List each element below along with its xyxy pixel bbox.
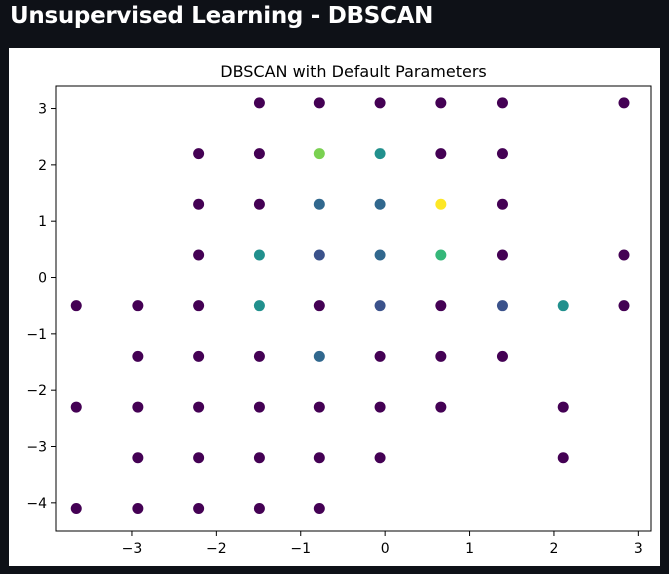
data-point: [193, 350, 205, 362]
data-point: [313, 502, 325, 514]
y-tick-label: −3: [26, 440, 47, 456]
y-tick-label: 3: [38, 102, 47, 118]
data-point: [618, 97, 630, 109]
data-point: [313, 249, 325, 261]
data-point: [132, 401, 144, 413]
ticks-layer: −3 −2 −1 0 1 2 3 3 2 1 0 −1 −2 −3 −4: [26, 102, 642, 557]
data-point: [193, 300, 205, 312]
data-point: [313, 300, 325, 312]
x-tick-label: 2: [549, 541, 558, 557]
data-point: [374, 401, 386, 413]
data-point: [193, 249, 205, 261]
data-point: [435, 350, 447, 362]
data-point: [618, 300, 630, 312]
data-point: [253, 452, 265, 464]
data-point: [496, 198, 508, 210]
data-point: [557, 452, 569, 464]
data-point: [70, 401, 82, 413]
axes-frame: [55, 85, 652, 532]
data-point: [374, 452, 386, 464]
data-point: [374, 249, 386, 261]
data-point: [435, 148, 447, 160]
scatter-chart: DBSCAN with Default Parameters −3 −2 −1 0 1 2…: [26, 62, 652, 557]
data-point: [253, 148, 265, 160]
data-point: [313, 148, 325, 160]
data-point: [435, 198, 447, 210]
data-point: [253, 350, 265, 362]
data-point: [313, 350, 325, 362]
data-point: [374, 198, 386, 210]
chart-figure: DBSCAN with Default Parameters −3 −2 −1 0 1 2…: [9, 48, 660, 566]
y-tick-label: 1: [38, 214, 47, 230]
chart-title: DBSCAN with Default Parameters: [220, 62, 487, 81]
y-tick-label: 0: [38, 271, 47, 287]
data-point: [193, 198, 205, 210]
y-tick-label: −1: [26, 327, 47, 343]
data-point: [374, 148, 386, 160]
data-point: [374, 300, 386, 312]
data-point: [435, 300, 447, 312]
data-point: [70, 300, 82, 312]
data-point: [70, 502, 82, 514]
data-point: [253, 502, 265, 514]
data-point: [618, 249, 630, 261]
data-point: [496, 249, 508, 261]
data-point: [253, 401, 265, 413]
x-tick-label: 3: [634, 541, 643, 557]
data-point: [313, 452, 325, 464]
x-tick-label: −2: [206, 541, 227, 557]
data-point: [193, 452, 205, 464]
data-point: [496, 97, 508, 109]
data-point: [132, 350, 144, 362]
data-point: [253, 249, 265, 261]
data-point: [557, 300, 569, 312]
data-point: [496, 148, 508, 160]
data-point: [496, 300, 508, 312]
y-tick-label: −4: [26, 496, 47, 512]
page-title: Unsupervised Learning - DBSCAN: [10, 3, 434, 29]
data-point: [435, 249, 447, 261]
data-point: [193, 502, 205, 514]
y-tick-label: 2: [38, 158, 47, 174]
points-layer: [70, 97, 630, 514]
data-point: [374, 97, 386, 109]
data-point: [193, 401, 205, 413]
data-point: [132, 300, 144, 312]
data-point: [253, 198, 265, 210]
data-point: [193, 148, 205, 160]
data-point: [374, 350, 386, 362]
data-point: [313, 401, 325, 413]
data-point: [132, 452, 144, 464]
data-point: [313, 198, 325, 210]
x-tick-label: 0: [381, 541, 390, 557]
data-point: [435, 401, 447, 413]
data-point: [435, 97, 447, 109]
x-tick-label: 1: [465, 541, 474, 557]
data-point: [496, 350, 508, 362]
data-point: [313, 97, 325, 109]
data-point: [132, 502, 144, 514]
x-tick-label: −3: [122, 541, 143, 557]
data-point: [557, 401, 569, 413]
x-tick-label: −1: [290, 541, 311, 557]
data-point: [253, 97, 265, 109]
data-point: [253, 300, 265, 312]
y-tick-label: −2: [26, 383, 47, 399]
